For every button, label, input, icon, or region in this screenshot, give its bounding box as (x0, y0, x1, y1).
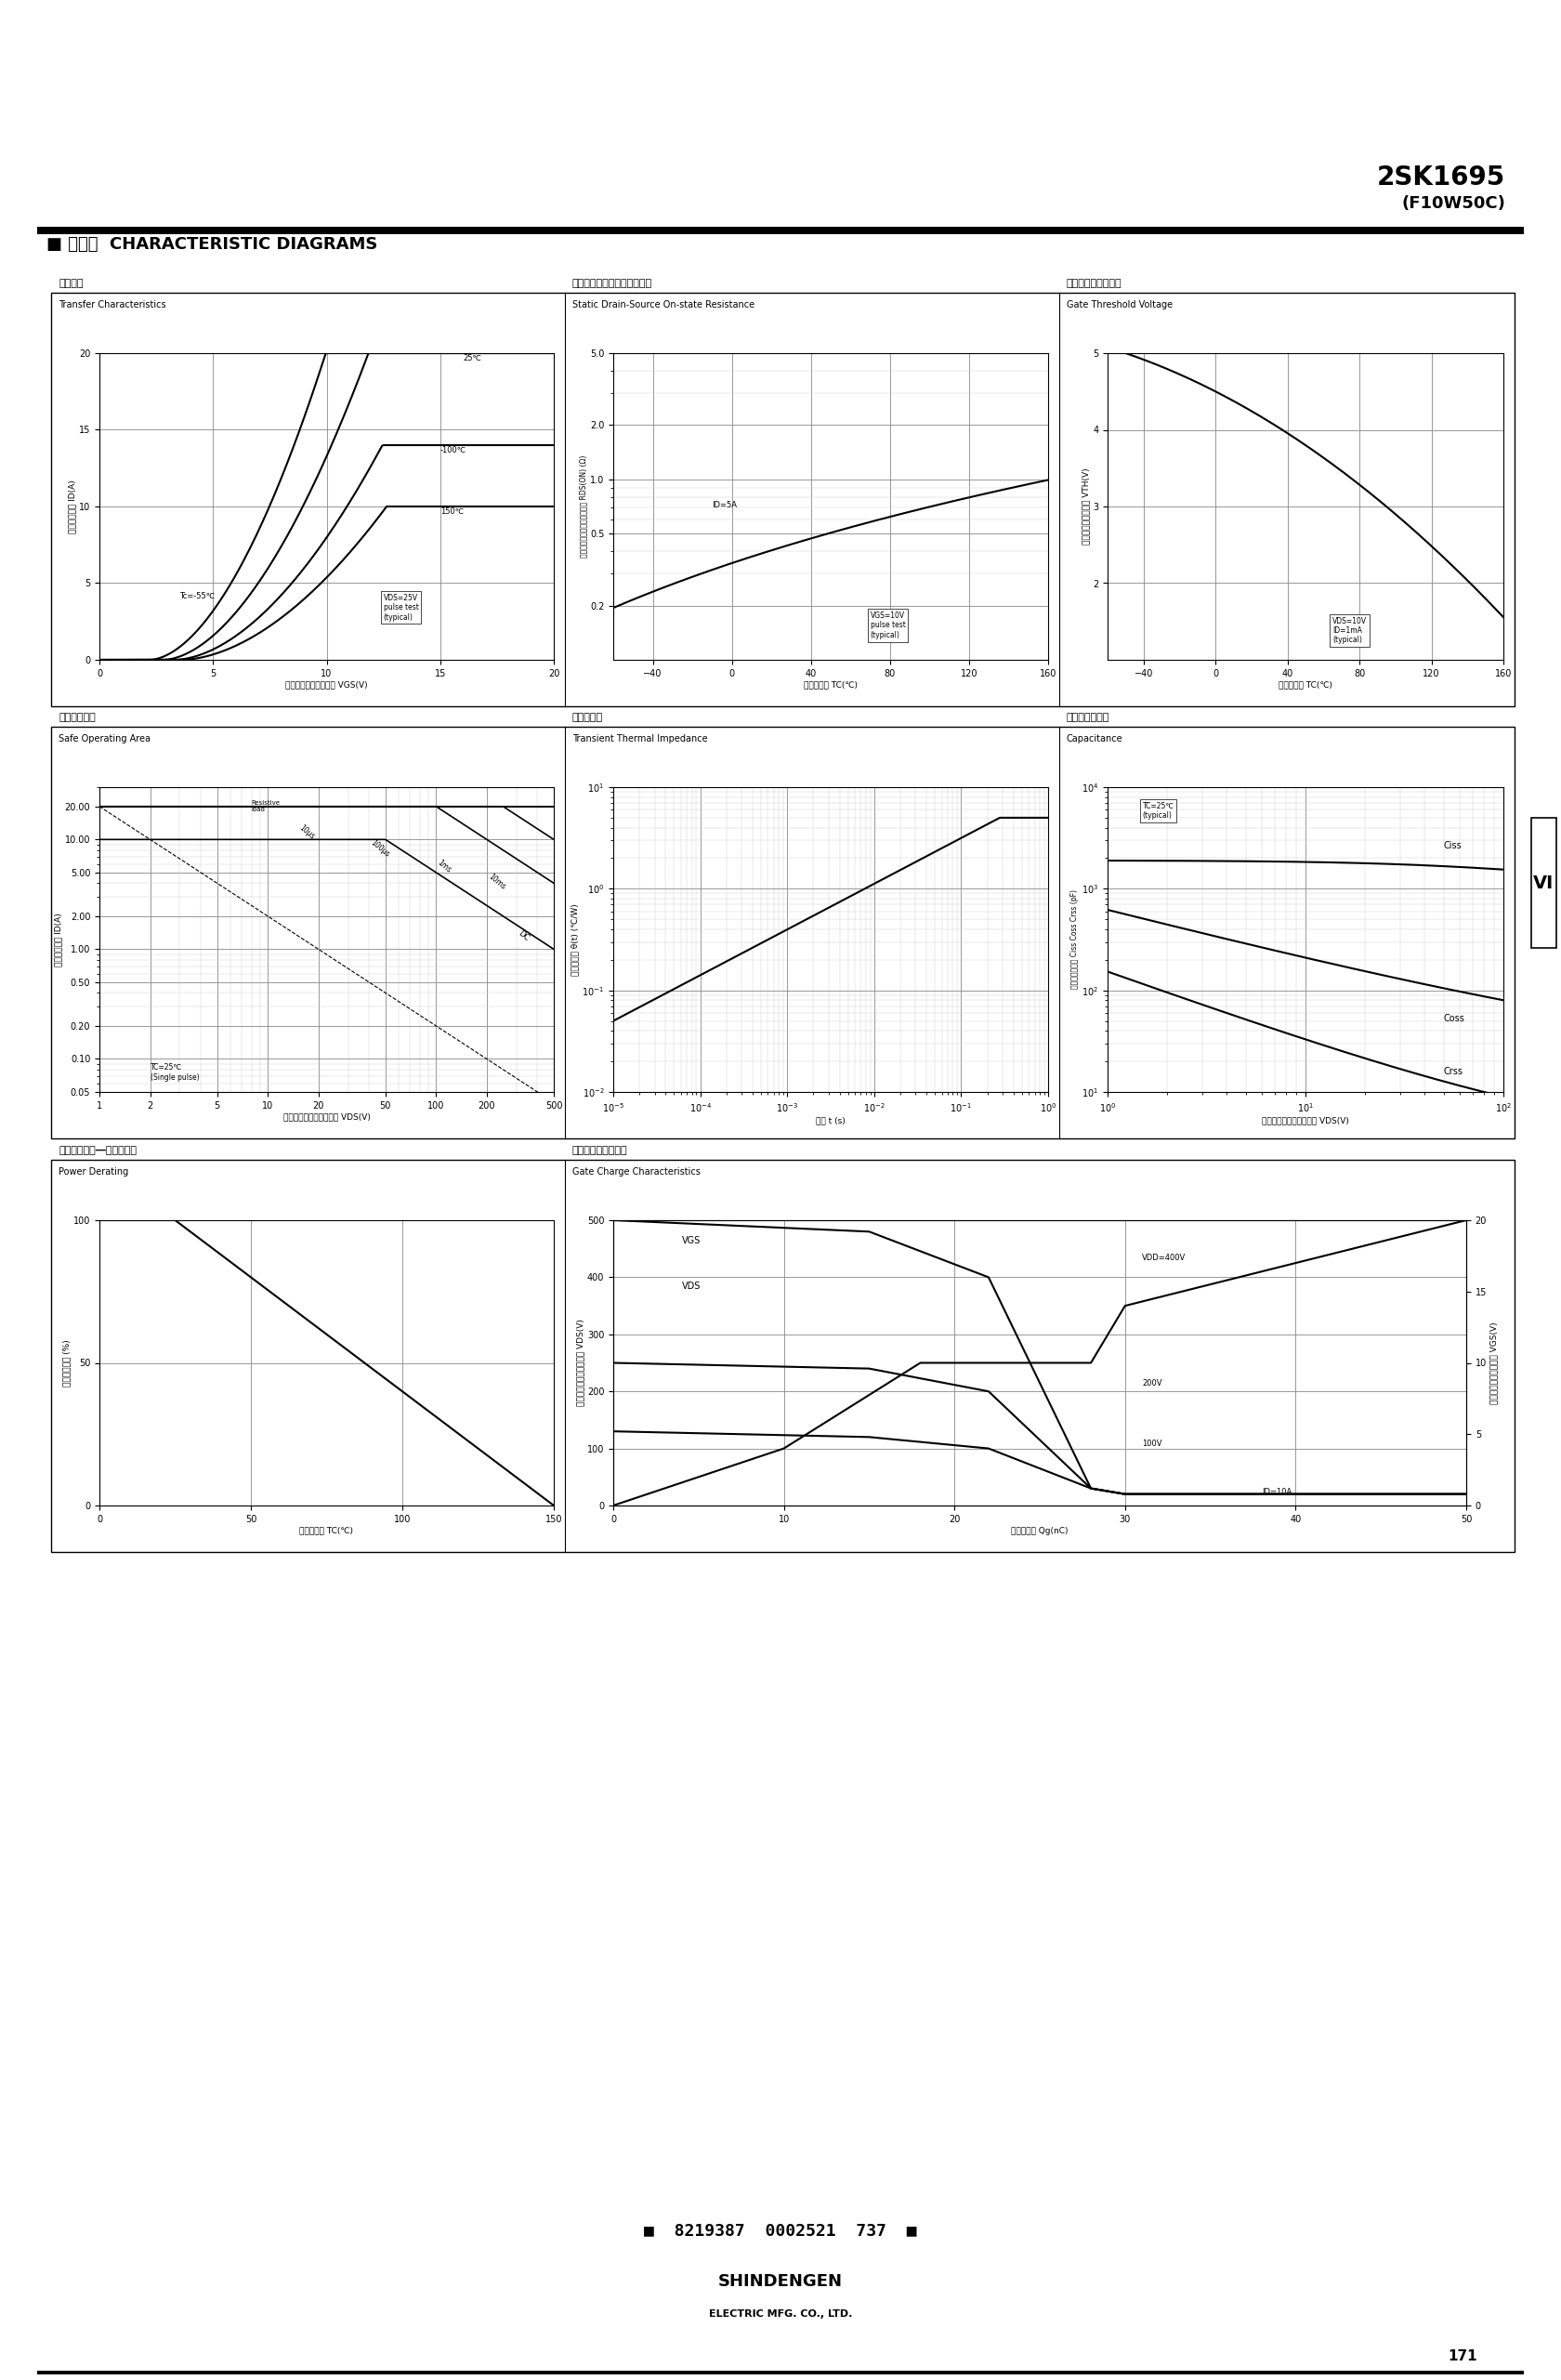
Text: ゲートチャージ特性: ゲートチャージ特性 (573, 1145, 628, 1154)
Text: VDS=10V
ID=1mA
(typical): VDS=10V ID=1mA (typical) (1333, 616, 1367, 645)
X-axis label: ケース温度 TC(℃): ケース温度 TC(℃) (1278, 681, 1333, 690)
Text: 伝達特性: 伝達特性 (59, 278, 83, 288)
Text: 10ms: 10ms (487, 873, 507, 892)
Text: ID=10A: ID=10A (1261, 1488, 1291, 1497)
Text: 171: 171 (1449, 2349, 1477, 2363)
Y-axis label: ゲート・ソース間電圧 VGS(V): ゲート・ソース間電圧 VGS(V) (1489, 1321, 1497, 1404)
Text: ■ 特性図  CHARACTERISTIC DIAGRAMS: ■ 特性図 CHARACTERISTIC DIAGRAMS (47, 236, 378, 252)
Y-axis label: ドレイン・ソース間オン抵抗 RDS(ON) (Ω): ドレイン・ソース間オン抵抗 RDS(ON) (Ω) (579, 455, 587, 557)
Text: Ciss: Ciss (1444, 840, 1463, 850)
Text: 200V: 200V (1143, 1378, 1161, 1388)
X-axis label: ケース温度 TC(℃): ケース温度 TC(℃) (804, 681, 857, 690)
Text: Power Derating: Power Derating (59, 1166, 128, 1176)
Y-axis label: ドレイン電流 ID(A): ドレイン電流 ID(A) (69, 481, 76, 533)
Text: SHINDENGEN: SHINDENGEN (718, 2273, 843, 2290)
Text: ドレイン・ソース間オン抵抗: ドレイン・ソース間オン抵抗 (573, 278, 652, 288)
Text: Gate Threshold Voltage: Gate Threshold Voltage (1066, 300, 1172, 309)
Text: Safe Operating Area: Safe Operating Area (59, 733, 150, 743)
Text: TC=25℃
(Single pulse): TC=25℃ (Single pulse) (150, 1064, 198, 1081)
Text: 全損失減少率―ケース温度: 全損失減少率―ケース温度 (59, 1145, 137, 1154)
Text: TC=25℃
(typical): TC=25℃ (typical) (1143, 802, 1174, 819)
Text: 25℃: 25℃ (464, 355, 481, 362)
Y-axis label: 全損失減少率 (%): 全損失減少率 (%) (62, 1340, 70, 1388)
Text: 100V: 100V (1143, 1440, 1161, 1447)
Text: 2SK1695: 2SK1695 (1377, 164, 1505, 190)
Text: 過渡熱抗抗: 過渡熱抗抗 (573, 712, 603, 721)
Text: 150℃: 150℃ (440, 507, 464, 516)
X-axis label: ドレイン・ソース間電圧 VDS(V): ドレイン・ソース間電圧 VDS(V) (1261, 1116, 1349, 1126)
X-axis label: ゲート電荷 Qg(nC): ゲート電荷 Qg(nC) (1012, 1526, 1068, 1535)
Text: Resistive
load: Resistive load (251, 800, 281, 812)
Text: DC: DC (517, 928, 531, 942)
Text: Transfer Characteristics: Transfer Characteristics (59, 300, 165, 309)
Text: 100μs: 100μs (368, 838, 392, 859)
Text: 10μs: 10μs (298, 823, 315, 843)
Text: VDS: VDS (682, 1280, 701, 1290)
Text: Transient Thermal Impedance: Transient Thermal Impedance (573, 733, 707, 743)
Text: VDD=400V: VDD=400V (1143, 1254, 1186, 1261)
Text: VDS=25V
pulse test
(typical): VDS=25V pulse test (typical) (384, 593, 418, 621)
Text: ■  8219387  0002521  737  ■: ■ 8219387 0002521 737 ■ (645, 2223, 916, 2240)
Text: キャパシタンス: キャパシタンス (1066, 712, 1110, 721)
Y-axis label: ドレイン・ソース間電圧 VDS(V): ドレイン・ソース間電圧 VDS(V) (576, 1319, 584, 1407)
Text: ID=5A: ID=5A (712, 500, 737, 509)
Text: 安全動作領域: 安全動作領域 (59, 712, 95, 721)
Text: (F10W50C): (F10W50C) (1402, 195, 1505, 212)
Text: Static Drain-Source On-state Resistance: Static Drain-Source On-state Resistance (573, 300, 754, 309)
Text: VI: VI (1533, 873, 1555, 892)
X-axis label: ケース温度 TC(℃): ケース温度 TC(℃) (300, 1526, 353, 1535)
Text: ゲートしきい値電圧: ゲートしきい値電圧 (1066, 278, 1122, 288)
Text: -100℃: -100℃ (440, 447, 467, 455)
X-axis label: 時間 t (s): 時間 t (s) (816, 1116, 846, 1126)
Y-axis label: ドレイン電流 ID(A): ドレイン電流 ID(A) (53, 912, 62, 966)
Text: Coss: Coss (1444, 1014, 1466, 1023)
Y-axis label: 過渡熱抵抗 θ(t) (℃/W): 過渡熱抵抗 θ(t) (℃/W) (571, 904, 579, 976)
Y-axis label: キャパシタンス Ciss Coss Crss (pF): キャパシタンス Ciss Coss Crss (pF) (1071, 890, 1079, 990)
Text: 1ms: 1ms (436, 859, 453, 873)
Y-axis label: ゲートしきい値電圧 VTH(V): ゲートしきい値電圧 VTH(V) (1082, 469, 1090, 545)
Text: Gate Charge Characteristics: Gate Charge Characteristics (573, 1166, 701, 1176)
Text: Tc=-55℃: Tc=-55℃ (180, 593, 214, 600)
Text: VGS=10V
pulse test
(typical): VGS=10V pulse test (typical) (869, 612, 905, 640)
X-axis label: ゲート・ソース間電圧 VGS(V): ゲート・ソース間電圧 VGS(V) (286, 681, 368, 690)
Text: Crss: Crss (1444, 1066, 1463, 1076)
Text: ELECTRIC MFG. CO., LTD.: ELECTRIC MFG. CO., LTD. (709, 2309, 852, 2318)
X-axis label: ドレイン・ソース間電圧 VDS(V): ドレイン・ソース間電圧 VDS(V) (283, 1114, 370, 1121)
Text: Capacitance: Capacitance (1066, 733, 1122, 743)
Text: VGS: VGS (682, 1235, 701, 1245)
